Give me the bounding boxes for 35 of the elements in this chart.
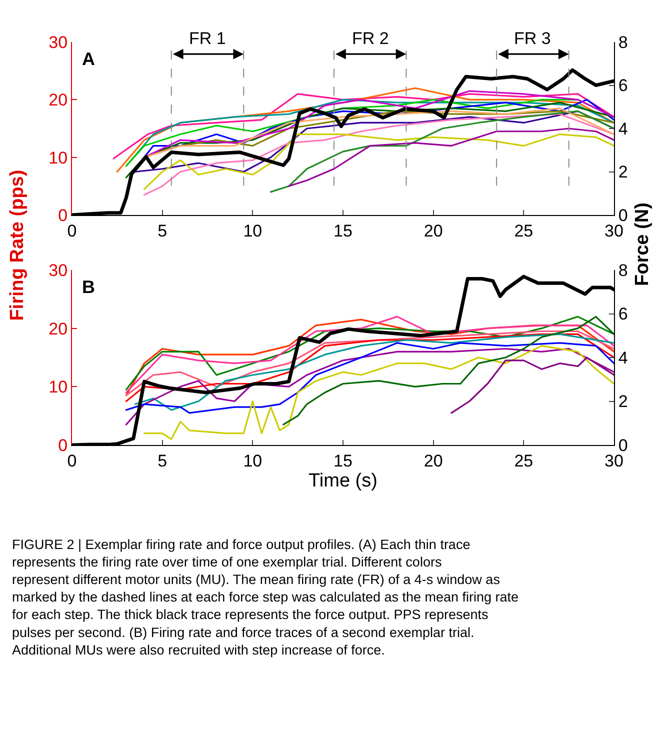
y-tick-label: 30 <box>48 260 68 280</box>
annotation: FR 1 <box>189 29 226 48</box>
x-tick-label: 25 <box>514 221 534 240</box>
y-axis-title: Firing Rate (pps) <box>6 170 28 321</box>
y-tick-label: 0 <box>58 206 68 225</box>
y2-tick-label: 2 <box>618 162 628 182</box>
x-tick-label: 5 <box>158 451 168 470</box>
annotation: FR 2 <box>352 29 389 48</box>
x-tick-label: 20 <box>424 451 443 470</box>
x-tick-label: 15 <box>334 221 352 240</box>
y-tick-label: 10 <box>48 148 68 168</box>
x-tick-label: 25 <box>514 451 534 470</box>
y2-tick-label: 2 <box>618 392 628 412</box>
x-tick-label: 15 <box>334 451 352 470</box>
annotation: FR 3 <box>514 29 551 48</box>
y2-tick-label: 4 <box>618 119 628 138</box>
x-tick-label: 10 <box>243 451 262 470</box>
y-tick-label: 30 <box>48 32 68 52</box>
y2-tick-label: 6 <box>618 304 628 324</box>
x-axis-title: Time (s) <box>308 470 378 492</box>
x-tick-label: 20 <box>424 221 443 240</box>
y-tick-label: 10 <box>48 378 68 397</box>
y-tick-label: 20 <box>48 319 68 338</box>
x-tick-label: 5 <box>158 221 168 240</box>
y-tick-label: 0 <box>58 436 68 455</box>
y2-axis-title: Force (N) <box>632 202 653 286</box>
y2-tick-label: 8 <box>618 32 628 52</box>
y2-tick-label: 6 <box>618 76 628 96</box>
caption: FIGURE 2 | Exemplar firing rate and force output profiles. (A) Each thin trace represents the firing rate over time of one exemplar trial. Different colors represent different motor units (MU). The mean firing rate (FR) of a 4-s window as marked by the dashed lines at each force step was calculated as the mean firing rate for each step. The thick black trace represents the force output. PPS represents pulses per second. (B) Firing rate and force traces of a second exemplar trial. Additional MUs were also recruited with step increase of force. <box>12 537 519 658</box>
annotation: B <box>82 277 95 297</box>
y-tick-label: 20 <box>48 90 68 110</box>
x-tick-label: 10 <box>243 221 262 240</box>
annotation: A <box>82 49 95 69</box>
y2-tick-label: 4 <box>618 348 628 368</box>
y2-tick-label: 8 <box>618 260 628 280</box>
